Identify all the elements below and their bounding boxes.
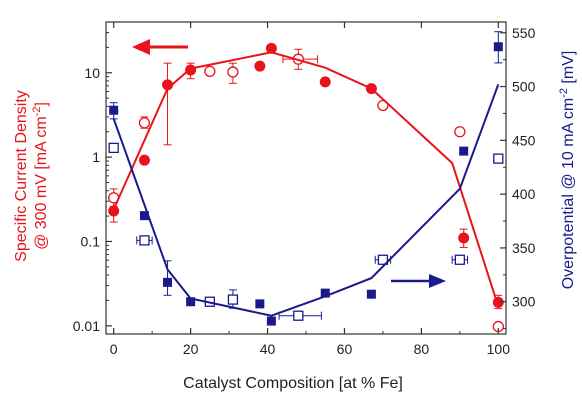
- data-point: [185, 64, 197, 76]
- axis-ticks: 0 20 40 60 80 100 0.01 0.1 1 10 300 350 400 450 500 550: [73, 21, 536, 357]
- data-point: [377, 254, 389, 265]
- x-tick-label: 40: [260, 341, 276, 357]
- right-axis-title-end: [mV]: [560, 51, 577, 88]
- left-axis-title: Specific Current Density: [13, 90, 30, 262]
- y-right-tick-label: 550: [512, 25, 536, 41]
- left-axis-arrow-head: [132, 39, 150, 55]
- data-point: [139, 211, 149, 221]
- left-axis-title-sup: -2: [31, 107, 43, 117]
- y-left-tick-label: 0.01: [73, 318, 100, 334]
- left-axis-title-line2: @ 300 mV [mA cm: [33, 116, 50, 250]
- right-axis-arrow-head: [429, 274, 446, 288]
- data-point: [108, 142, 119, 154]
- y-right-tick-label: 500: [512, 79, 536, 95]
- series-2-line: [112, 51, 500, 307]
- series-trend-line: [112, 84, 500, 317]
- series-3-filled-square: [109, 31, 503, 326]
- right-axis-title-main: Overpotential @ 10 mA cm: [560, 98, 577, 289]
- data-point: [255, 299, 265, 309]
- series-1-open-circle: [108, 48, 504, 333]
- data-point: [138, 154, 150, 166]
- data-point: [458, 232, 470, 244]
- data-layer: [108, 31, 504, 333]
- data-point: [459, 146, 469, 156]
- y-left-tick-label: 10: [84, 65, 100, 81]
- data-point: [138, 117, 151, 129]
- data-point: [186, 297, 196, 307]
- data-point: [227, 66, 239, 78]
- y-right-tick-label: 350: [512, 240, 536, 256]
- x-tick-label: 100: [487, 341, 511, 357]
- data-point: [254, 60, 266, 72]
- right-axis-title: Overpotential @ 10 mA cm-2 [mV]: [558, 51, 577, 290]
- axis-arrows: [132, 39, 446, 288]
- data-point: [319, 76, 331, 88]
- left-axis-title-end: ]: [33, 102, 50, 106]
- x-tick-label: 60: [337, 341, 353, 357]
- y-right-tick-label: 300: [512, 294, 536, 310]
- data-point: [139, 235, 150, 246]
- plot-border: [105, 21, 507, 335]
- x-axis-title: Catalyst Composition [at % Fe]: [183, 375, 403, 392]
- series-trend-line: [112, 51, 500, 307]
- y-right-tick-label: 450: [512, 132, 536, 148]
- data-point: [204, 65, 216, 77]
- series-5-line: [112, 84, 500, 317]
- series-4-open-square: [108, 142, 504, 321]
- x-tick-label: 20: [183, 341, 199, 357]
- plot-frame: [105, 21, 507, 335]
- data-point: [454, 254, 465, 265]
- data-point: [266, 316, 276, 326]
- x-tick-label: 0: [110, 341, 118, 357]
- data-point: [493, 153, 504, 164]
- y-left-tick-label: 1: [92, 149, 100, 165]
- x-tick-label: 80: [414, 341, 430, 357]
- data-point: [320, 288, 330, 298]
- y-right-tick-label: 400: [512, 186, 536, 202]
- left-axis-title-2: @ 300 mV [mA cm-2]: [31, 102, 50, 250]
- data-point: [227, 294, 239, 305]
- left-axis-title-line1: Specific Current Density: [13, 90, 30, 262]
- data-point: [293, 310, 304, 321]
- y-left-tick-label: 0.1: [81, 233, 101, 249]
- data-point: [493, 42, 503, 52]
- right-axis-title-sup: -2: [558, 88, 570, 98]
- data-point: [454, 126, 466, 138]
- data-point: [366, 289, 376, 299]
- data-point: [109, 105, 119, 115]
- data-point: [163, 277, 173, 287]
